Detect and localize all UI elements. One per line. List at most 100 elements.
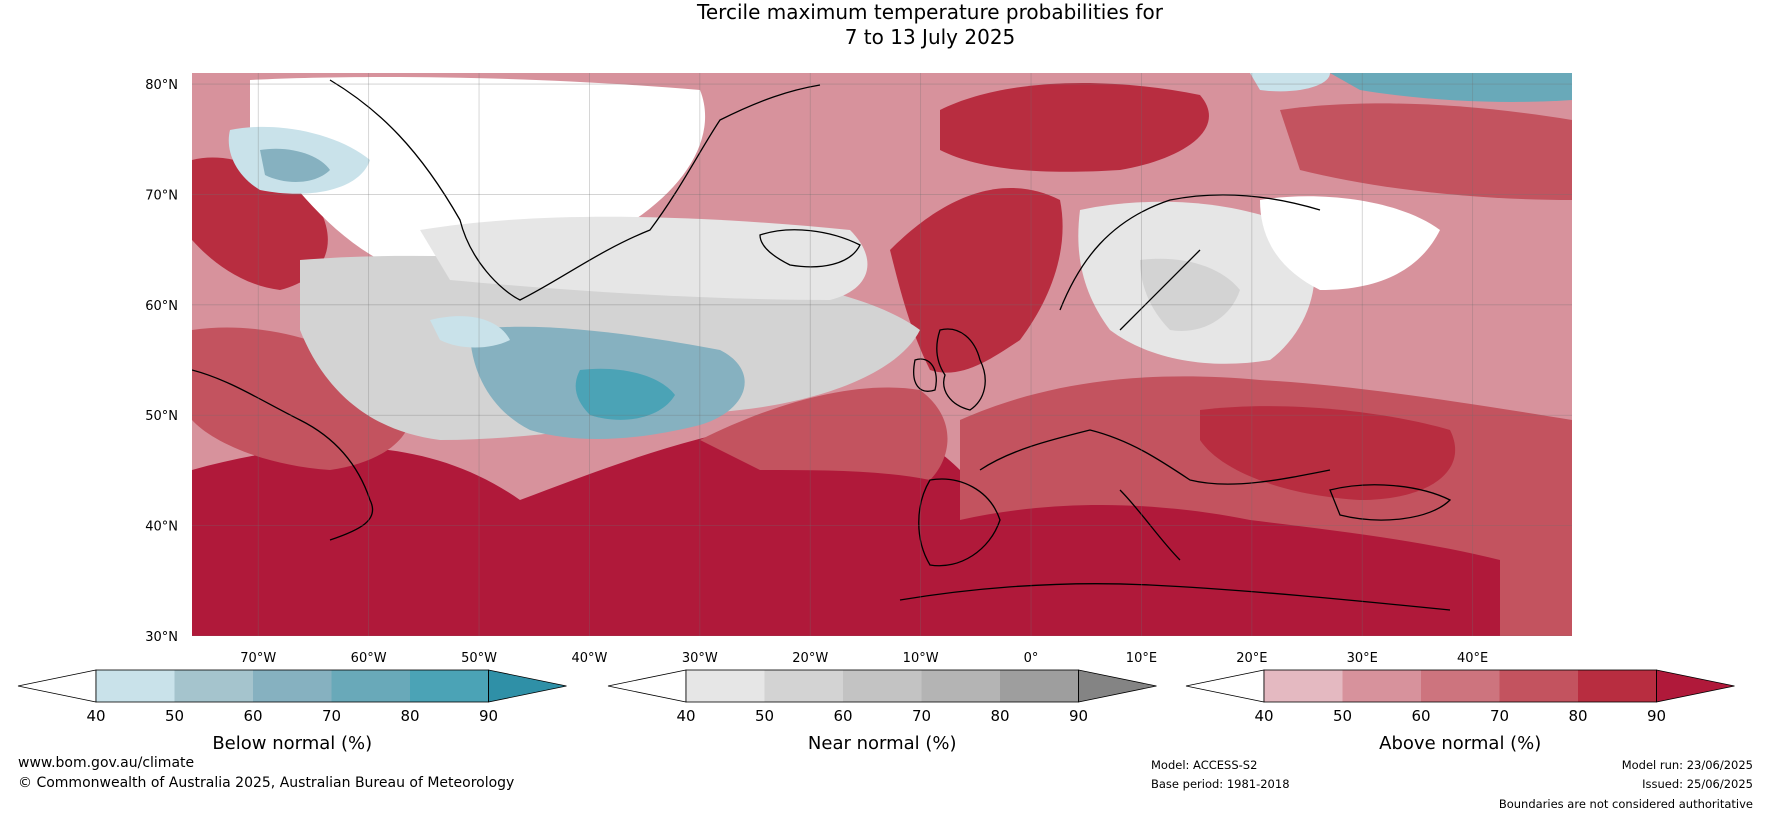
colorbar-segment — [1578, 670, 1657, 702]
graticule — [192, 73, 1572, 636]
colorbar-tick-label: 40 — [1254, 707, 1273, 725]
title-line-1: Tercile maximum temperature probabilitie… — [697, 0, 1163, 24]
colorbar-tick-label: 50 — [165, 707, 184, 725]
colorbar-near: 40 50 60 70 80 90 Near normal (%) — [607, 669, 1157, 754]
colorbar-tick-label: 90 — [479, 707, 498, 725]
lon-label: 10°W — [903, 651, 939, 666]
lon-label: 20°E — [1236, 651, 1267, 666]
region-above-atlantic-south — [192, 418, 960, 636]
model-text: Model: ACCESS-S2 — [1151, 758, 1258, 772]
coast-iberia — [918, 478, 1001, 567]
region-near-baltic — [1140, 258, 1240, 331]
colorbar-above: 40 50 60 70 80 90 Above normal (%) — [1185, 669, 1735, 754]
colorbar-segment — [1264, 670, 1343, 702]
probability-field — [192, 73, 1572, 636]
coast-africa — [899, 583, 1451, 611]
coast-greenland — [329, 79, 821, 301]
coastlines — [192, 79, 1452, 611]
lon-label: 60°W — [351, 651, 387, 666]
colorbars: 40 50 60 70 80 90 Below normal (%) 40 50 60 70 80 90… — [17, 669, 1735, 754]
chart-title: Tercile maximum temperature probabilitie… — [45, 0, 1770, 50]
lon-label: 30°W — [682, 651, 718, 666]
region-above-atlantic-mid — [700, 387, 948, 480]
lon-label: 0° — [1024, 651, 1039, 666]
colorbar-title: Near normal (%) — [808, 733, 957, 754]
colorbar-tick-label: 60 — [243, 707, 262, 725]
lat-label: 80°N — [145, 78, 178, 93]
coast-europe — [979, 429, 1331, 485]
colorbar-tick-label: 70 — [322, 707, 341, 725]
lat-label: 50°N — [145, 409, 178, 424]
region-below-atlantic-core — [575, 368, 675, 420]
website-text: www.bom.gov.au/climate — [18, 755, 195, 771]
colorbar-tick-label: 80 — [400, 707, 419, 725]
model-run-text: Model run: 23/06/2025 — [1621, 758, 1753, 772]
colorbar-tick-label: 40 — [86, 707, 105, 725]
colorbar-segment — [843, 670, 922, 702]
coast-italy — [1119, 489, 1181, 561]
lat-label: 60°N — [145, 299, 178, 314]
colorbar-tick-label: 70 — [912, 707, 931, 725]
colorbar-segment — [1421, 670, 1500, 702]
colorbar-segment — [96, 670, 175, 702]
region-above-barents — [1280, 103, 1572, 200]
coast-iceland — [759, 229, 861, 268]
colorbar-tick-label: 40 — [676, 707, 695, 725]
base-period-text: Base period: 1981-2018 — [1151, 777, 1290, 791]
title-line-2: 7 to 13 July 2025 — [844, 25, 1016, 49]
colorbar-tick-label: 50 — [755, 707, 774, 725]
region-below-arctic-east-light — [1250, 73, 1330, 92]
lon-label: 20°W — [792, 651, 828, 666]
colorbar-below: 40 50 60 70 80 90 Below normal (%) — [17, 669, 567, 754]
colorbar-segment — [1342, 670, 1421, 702]
disclaimer-text: Boundaries are not considered authoritat… — [1498, 797, 1753, 811]
lon-label: 30°E — [1347, 651, 1378, 666]
colorbar-tick-label: 70 — [1490, 707, 1509, 725]
region-above-arctic — [940, 83, 1209, 172]
colorbar-title: Above normal (%) — [1379, 733, 1541, 754]
coast-scandinavia — [1059, 194, 1321, 331]
coast-uk — [936, 328, 986, 411]
longitude-labels: 70°W 60°W 50°W 40°W 30°W 20°W 10°W 0° 10°E 20°E 30… — [240, 651, 1488, 666]
colorbar-segment — [686, 670, 765, 702]
colorbar-tick-label: 80 — [1568, 707, 1587, 725]
lat-label: 30°N — [145, 630, 178, 645]
lon-label: 40°E — [1457, 651, 1488, 666]
coast-blacksea — [1329, 484, 1452, 521]
colorbar-extend-high — [1078, 669, 1157, 703]
colorbar-outline — [1263, 669, 1657, 703]
region-below-arctic-east — [1330, 73, 1572, 102]
lon-label: 10°E — [1126, 651, 1157, 666]
colorbar-outline — [685, 669, 1079, 703]
coast-labrador — [192, 369, 374, 541]
lon-label: 40°W — [571, 651, 607, 666]
lat-label: 40°N — [145, 520, 178, 535]
region-below-atlantic-edge — [430, 316, 510, 348]
colorbar-segment — [764, 670, 843, 702]
colorbar-tick-label: 60 — [1411, 707, 1430, 725]
lon-label: 70°W — [240, 651, 276, 666]
issued-text: Issued: 25/06/2025 — [1642, 777, 1753, 791]
colorbar-extend-low — [1185, 669, 1265, 703]
colorbar-segment — [410, 670, 489, 702]
colorbar-outline — [95, 669, 489, 703]
region-above-eastern-europe — [1200, 406, 1456, 500]
copyright-text: © Commonwealth of Australia 2025, Austra… — [18, 775, 515, 791]
colorbar-tick-label: 90 — [1647, 707, 1666, 725]
colorbar-extend-low — [17, 669, 97, 703]
region-below-labrador-core — [260, 148, 330, 182]
colorbar-segment — [331, 670, 410, 702]
colorbar-segment — [1499, 670, 1578, 702]
colorbar-segment — [174, 670, 253, 702]
latitude-labels: 80°N 70°N 60°N 50°N 40°N 30°N — [145, 78, 178, 645]
colorbar-tick-label: 50 — [1333, 707, 1352, 725]
coast-ireland — [913, 358, 937, 392]
colorbar-tick-label: 60 — [833, 707, 852, 725]
colorbar-extend-high — [488, 669, 567, 703]
colorbar-tick-label: 90 — [1069, 707, 1088, 725]
colorbar-tick-label: 80 — [990, 707, 1009, 725]
colorbar-segment — [921, 670, 1000, 702]
colorbar-segment — [1000, 670, 1079, 702]
colorbar-extend-low — [607, 669, 687, 703]
